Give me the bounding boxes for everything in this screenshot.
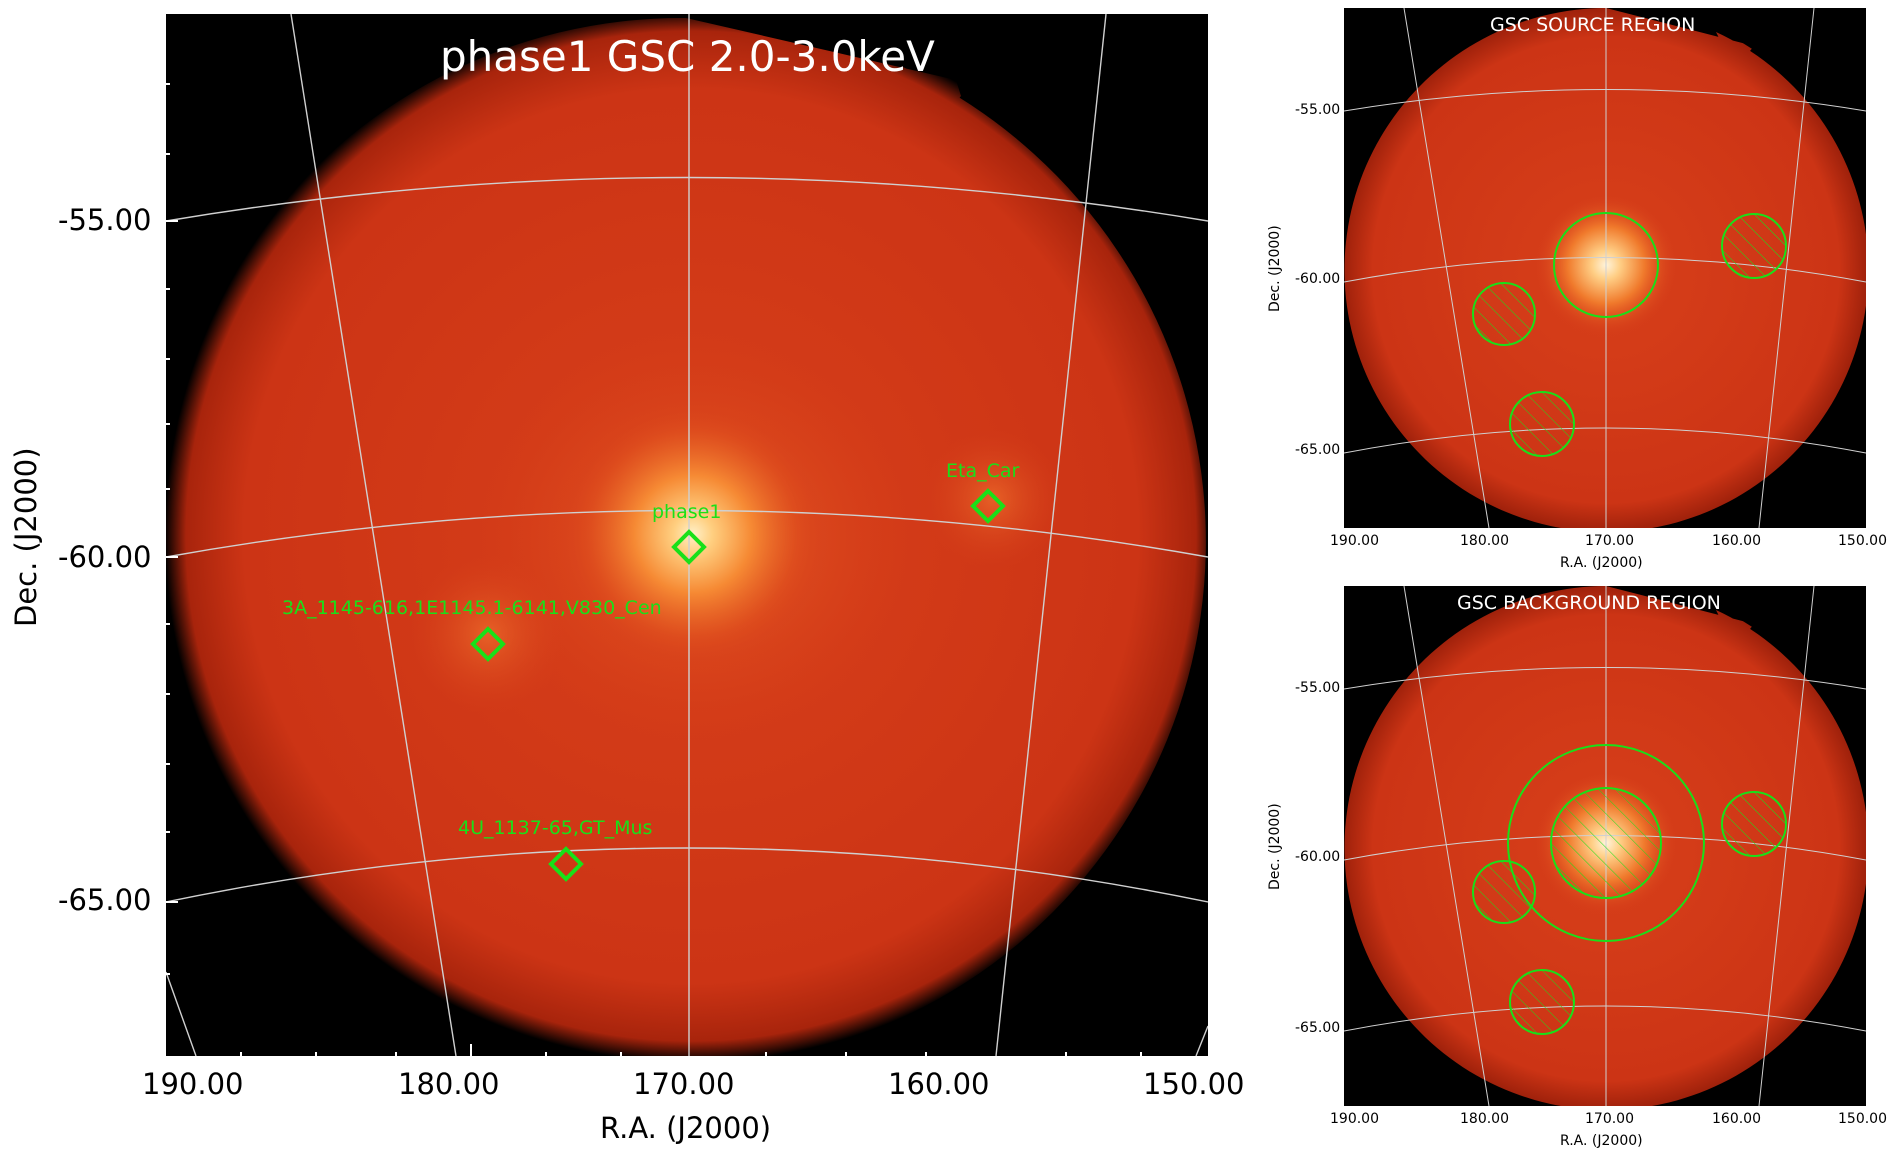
source-label-eta-car: Eta_Car (946, 460, 1020, 482)
main-sky-image: phase1 GSC 2.0-3.0keV phase1 Eta_Car 3A_… (166, 14, 1208, 1056)
phase1-marker (671, 529, 707, 565)
main-x-axis-title: R.A. (J2000) (600, 1111, 772, 1145)
main-xtick-180: 180.00 (398, 1067, 500, 1101)
background-region-circles (1472, 744, 1787, 1035)
source-region-title: GSC SOURCE REGION (1490, 14, 1696, 36)
bg-ytick-55: -55.00 (1295, 680, 1341, 696)
source-region-image: GSC SOURCE REGION (1344, 8, 1866, 528)
main-y-axis-title: Dec. (J2000) (9, 447, 43, 627)
bg-ytick-65: -65.00 (1295, 1020, 1341, 1036)
src-xtick-190: 190.00 (1330, 533, 1379, 549)
background-region-image: GSC BACKGROUND REGION (1344, 586, 1866, 1106)
bg-x-axis-title: R.A. (J2000) (1560, 1133, 1643, 1149)
main-xtick-160: 160.00 (888, 1067, 990, 1101)
src-xtick-170: 170.00 (1585, 533, 1634, 549)
src-x-axis-title: R.A. (J2000) (1560, 555, 1643, 571)
source-region-circles (1472, 212, 1787, 457)
src-xtick-180: 180.00 (1460, 533, 1509, 549)
bg-xtick-150: 150.00 (1838, 1111, 1887, 1127)
source-label-3a-1145: 3A_1145-616,1E1145.1-6141,V830_Cen (282, 597, 662, 619)
src-ytick-65: -65.00 (1295, 442, 1341, 458)
src-xtick-150: 150.00 (1838, 533, 1887, 549)
coordinate-grid (166, 14, 1208, 1056)
main-ytick-60: -60.00 (58, 540, 152, 574)
bg-xtick-160: 160.00 (1712, 1111, 1761, 1127)
bg-xtick-180: 180.00 (1460, 1111, 1509, 1127)
edge-ticks (166, 83, 1142, 1056)
eta-car-marker (970, 488, 1006, 524)
main-panel-title: phase1 GSC 2.0-3.0keV (440, 32, 935, 81)
bg-y-axis-title: Dec. (J2000) (1267, 803, 1283, 890)
bg-ytick-60: -60.00 (1295, 849, 1341, 865)
background-region-title: GSC BACKGROUND REGION (1457, 592, 1721, 614)
src-ytick-55: -55.00 (1295, 102, 1341, 118)
main-xtick-150: 150.00 (1143, 1067, 1245, 1101)
src-xtick-160: 160.00 (1712, 533, 1761, 549)
diffuse-glow-left (408, 554, 568, 714)
bg-xtick-190: 190.00 (1330, 1111, 1379, 1127)
source-label-4u-1137: 4U_1137-65,GT_Mus (458, 817, 653, 839)
4u-1137-marker (548, 846, 584, 882)
source-label-phase1: phase1 (652, 501, 722, 523)
main-ytick-65: -65.00 (58, 883, 152, 917)
bg-xtick-170: 170.00 (1585, 1111, 1634, 1127)
main-xtick-170: 170.00 (633, 1067, 735, 1101)
src-y-axis-title: Dec. (J2000) (1267, 225, 1283, 312)
eta-car-glow (923, 429, 1063, 569)
3a-1145-marker (470, 626, 506, 662)
main-sky-svg (166, 14, 1208, 1056)
source-markers (470, 488, 1006, 882)
background-region-svg (1344, 586, 1866, 1106)
main-xtick-190: 190.00 (142, 1067, 244, 1101)
src-ytick-60: -60.00 (1295, 271, 1341, 287)
main-ytick-55: -55.00 (58, 203, 152, 237)
source-region-svg (1344, 8, 1866, 528)
